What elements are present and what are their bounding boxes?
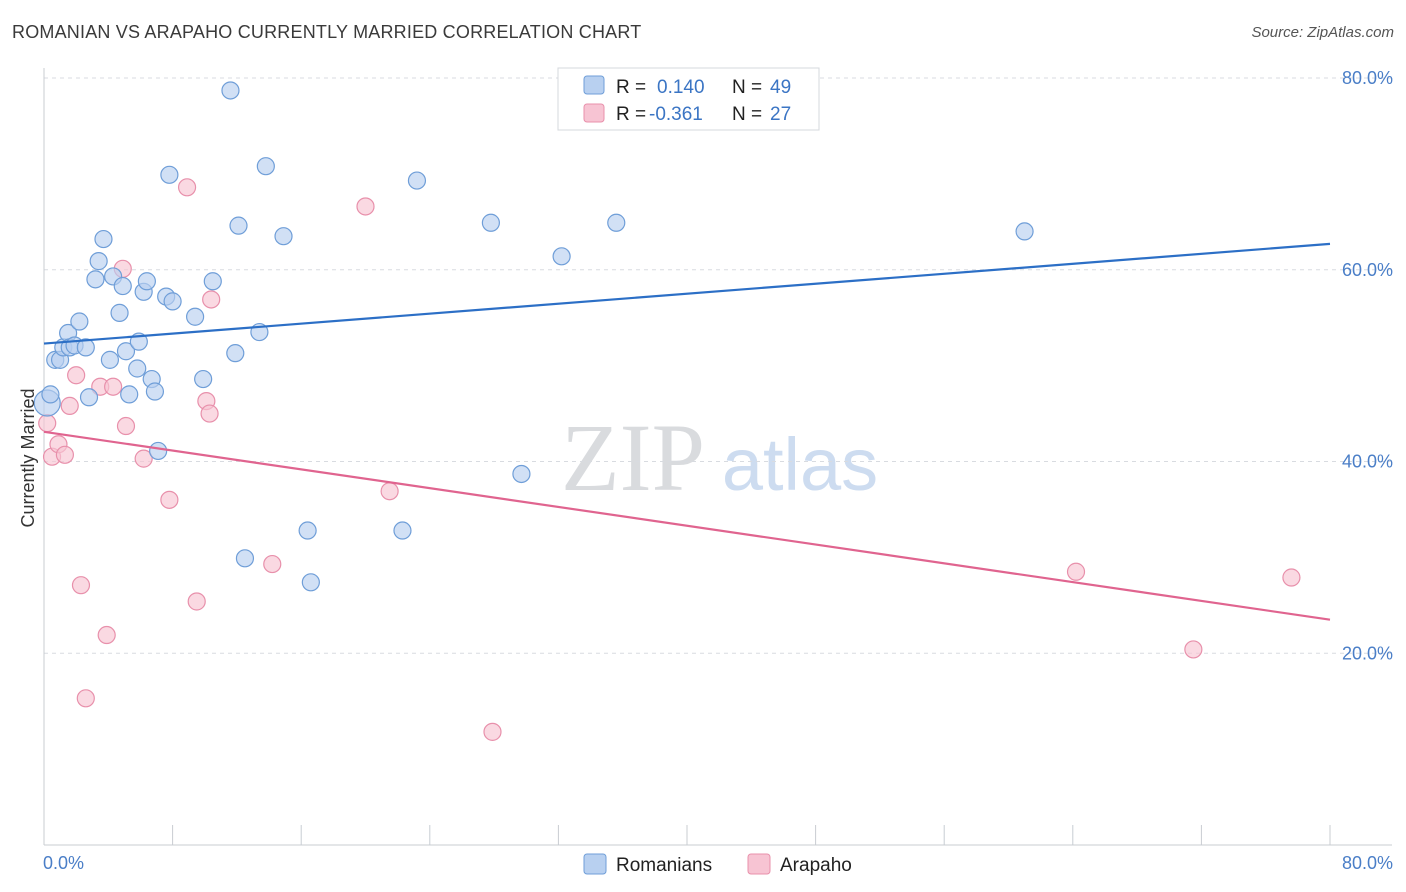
legend-n-label-2: N =	[732, 104, 762, 125]
chart-title: ROMANIAN VS ARAPAHO CURRENTLY MARRIED CO…	[12, 22, 642, 42]
romanians-point-46	[552, 247, 571, 266]
arapaho-point-4	[60, 396, 79, 415]
arapaho-point-7	[76, 689, 95, 708]
romanians-point-19	[120, 385, 139, 404]
watermark-atlas: atlas	[722, 423, 878, 506]
romanians-point-14	[100, 350, 120, 369]
romanians-point-32	[203, 272, 222, 291]
y-axis-label: Currently Married	[18, 388, 38, 527]
romanians-point-39	[274, 227, 293, 246]
stats-legend: R = 0.140 N = 49 R = -0.361 N = 27	[557, 67, 820, 131]
arapaho-point-14	[160, 490, 179, 509]
y-tick-label-1: 40.0%	[1342, 452, 1393, 472]
arapaho-point-18	[200, 404, 219, 423]
romanians-point-25	[145, 382, 165, 401]
legend-r-value-1: 0.140	[657, 77, 705, 98]
arapaho-point-16	[187, 592, 206, 611]
arapaho-point-5	[67, 366, 86, 385]
arapaho-point-15	[177, 178, 197, 197]
romanians-point-1	[41, 385, 60, 404]
chart-source: Source: ZipAtlas.com	[1251, 24, 1394, 41]
arapaho-point-22	[380, 482, 399, 501]
romanians-point-48	[1015, 222, 1034, 241]
y-tick-label-3: 80.0%	[1342, 68, 1393, 88]
arapaho-point-13	[134, 449, 153, 468]
legend-swatch-romanians	[583, 75, 605, 95]
romanians-point-31	[194, 369, 213, 389]
arapaho-point-6	[71, 576, 91, 595]
arapaho-point-21	[356, 197, 375, 216]
romanians-point-41	[301, 573, 320, 592]
romanians-point-35	[229, 216, 248, 235]
romanians-trend-line	[43, 242, 1331, 345]
legend-n-value-2: 27	[770, 104, 791, 125]
romanians-point-43	[407, 171, 427, 190]
gridlines	[44, 77, 1392, 654]
romanians-point-29	[163, 292, 182, 311]
romanians-point-10	[79, 388, 99, 407]
x-tick-label-max: 80.0%	[1342, 853, 1393, 873]
arapaho-point-26	[1282, 568, 1301, 587]
romanians-point-18	[116, 342, 136, 361]
romanians-point-40	[298, 521, 317, 540]
romanians-point-45	[512, 464, 531, 484]
romanians-point-34	[226, 344, 245, 363]
romanians-points	[33, 81, 1034, 592]
axes	[43, 68, 1392, 846]
arapaho-point-23	[483, 722, 502, 741]
legend-n-label-1: N =	[732, 77, 762, 98]
romanians-point-8	[70, 312, 89, 331]
series-legend: Romanians Arapaho	[583, 853, 852, 876]
watermark-zip: ZIP	[561, 404, 705, 511]
arapaho-point-20	[263, 554, 282, 574]
series-legend-label-romanians: Romanians	[616, 855, 712, 876]
arapaho-point-10	[104, 377, 123, 396]
y-tick-labels: 20.0% 40.0% 60.0% 80.0%	[1342, 68, 1393, 663]
romanians-point-16	[110, 303, 129, 322]
y-tick-label-0: 20.0%	[1342, 643, 1393, 663]
romanians-point-28	[160, 165, 179, 184]
romanians-point-17	[113, 276, 132, 296]
series-legend-swatch-romanians	[583, 853, 607, 875]
x-tick-label-min: 0.0%	[43, 853, 84, 873]
romanians-point-20	[128, 359, 147, 378]
arapaho-point-25	[1184, 640, 1203, 659]
romanians-point-47	[607, 213, 626, 232]
romanians-point-30	[186, 307, 205, 326]
arapaho-point-0	[38, 414, 57, 433]
romanians-point-13	[94, 229, 113, 249]
arapaho-point-12	[116, 416, 136, 436]
romanians-point-38	[256, 157, 275, 176]
series-legend-swatch-arapaho	[747, 853, 771, 875]
romanians-point-36	[235, 549, 255, 568]
romanians-point-11	[86, 270, 105, 289]
romanians-point-42	[393, 521, 412, 540]
legend-r-label-2: R =	[616, 104, 646, 125]
romanians-point-26	[149, 441, 168, 461]
y-tick-label-2: 60.0%	[1342, 260, 1393, 280]
arapaho-point-24	[1066, 562, 1086, 581]
legend-n-value-1: 49	[770, 77, 791, 98]
legend-r-label-1: R =	[616, 77, 646, 98]
trend-lines	[43, 242, 1331, 621]
legend-swatch-arapaho	[583, 103, 605, 123]
romanians-point-23	[137, 272, 156, 291]
series-legend-label-arapaho: Arapaho	[780, 855, 852, 876]
arapaho-point-19	[202, 290, 221, 309]
romanians-point-9	[76, 338, 95, 357]
arapaho-point-3	[55, 445, 74, 464]
arapaho-point-9	[97, 625, 116, 645]
romanians-point-44	[481, 213, 500, 232]
romanians-point-12	[89, 252, 108, 271]
legend-r-value-2: -0.361	[649, 104, 703, 125]
arapaho-trend-line	[43, 430, 1331, 621]
romanians-point-33	[221, 81, 240, 100]
